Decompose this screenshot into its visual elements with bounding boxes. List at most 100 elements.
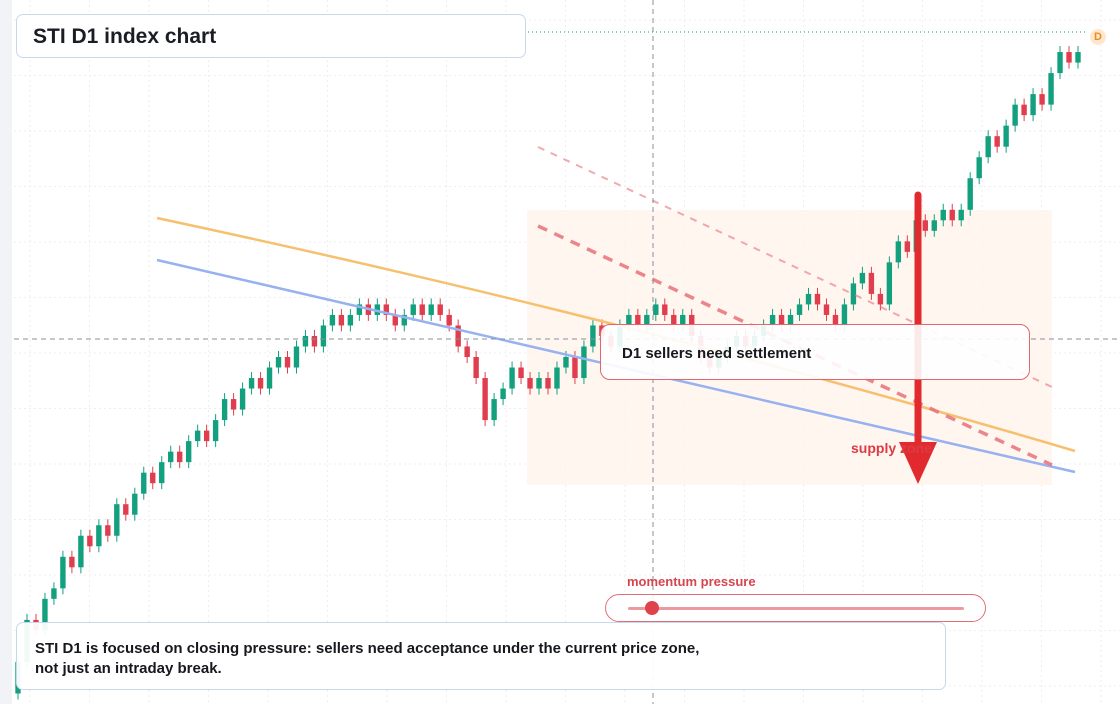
candle-up	[841, 304, 848, 326]
candle-up	[895, 241, 902, 263]
candle-up	[78, 535, 84, 568]
candle-up	[428, 304, 434, 315]
candle-up	[266, 367, 273, 389]
candle-down	[105, 525, 111, 536]
candle-down	[877, 293, 884, 305]
candle-down	[446, 314, 452, 326]
supply-zone-label: supply zone	[851, 440, 932, 456]
moving-average-slow-line	[156, 258, 1076, 474]
candle-up	[239, 388, 246, 410]
candle-down	[832, 314, 839, 326]
candle-down	[311, 335, 318, 347]
momentum-slider[interactable]	[605, 594, 986, 622]
slider-knob[interactable]	[644, 601, 659, 615]
candle-up	[410, 304, 416, 315]
candle-down	[203, 430, 210, 442]
callout-panel: D1 sellers need settlement	[600, 324, 1030, 380]
candle-down	[662, 304, 668, 315]
candle-up	[787, 314, 794, 326]
candle-down	[868, 272, 875, 294]
candle-up	[141, 472, 147, 494]
momentum-label: momentum pressure	[627, 574, 756, 589]
note-panel: STI D1 is focused on closing pressure: s…	[16, 622, 946, 690]
candle-up	[644, 314, 650, 326]
candle-up	[967, 178, 973, 210]
candle-down	[482, 378, 488, 421]
candle-up	[976, 157, 982, 179]
candle-up	[1057, 52, 1063, 74]
candle-up	[96, 525, 102, 547]
candle-down	[1066, 52, 1072, 63]
candle-up	[500, 388, 506, 400]
candle-down	[69, 556, 75, 568]
candle-down	[338, 314, 345, 326]
callout-text: D1 sellers need settlement	[622, 345, 812, 362]
candle-up	[958, 209, 964, 221]
candle-up	[221, 399, 228, 421]
note-line-1: STI D1 is focused on closing pressure: s…	[35, 640, 700, 657]
candle-down	[177, 451, 183, 463]
candle-up	[212, 420, 219, 442]
candle-up	[194, 430, 201, 442]
candle-up	[1012, 104, 1018, 126]
candle-down	[473, 357, 479, 379]
candle-down	[1039, 94, 1045, 105]
candle-down	[635, 314, 641, 326]
price-scale-strip	[0, 0, 12, 704]
candle-up	[42, 598, 48, 631]
candle-up	[931, 220, 937, 231]
candle-up	[159, 462, 165, 484]
upper-trendline	[537, 146, 1053, 388]
chart-title: STI D1 index chart	[33, 25, 217, 48]
candle-up	[805, 293, 812, 305]
candle-up	[293, 346, 300, 368]
candle-down	[383, 304, 389, 315]
candle-up	[769, 314, 776, 326]
candle-down	[994, 136, 1000, 147]
candle-down	[284, 357, 291, 368]
candle-down	[464, 346, 470, 357]
slider-track	[628, 607, 964, 610]
candle-up	[1048, 73, 1054, 105]
candle-up	[509, 367, 515, 389]
candle-down	[392, 314, 398, 326]
candle-up	[554, 367, 560, 389]
title-panel: STI D1 index chart	[16, 14, 526, 58]
candle-up	[132, 493, 138, 515]
candle-up	[168, 451, 174, 463]
candle-down	[1021, 104, 1027, 116]
candle-up	[491, 399, 497, 421]
candle-up	[302, 335, 309, 347]
candle-down	[527, 378, 533, 389]
candle-up	[850, 283, 857, 305]
timeframe-badge: D	[1090, 29, 1106, 45]
candle-down	[814, 293, 821, 305]
candle-up	[536, 378, 542, 389]
candle-up	[347, 314, 354, 326]
candle-up	[248, 378, 255, 389]
candle-down	[518, 367, 524, 379]
candle-up	[320, 325, 327, 347]
candle-up	[356, 304, 363, 315]
candle-down	[419, 304, 425, 315]
candle-up	[51, 588, 57, 599]
candle-up	[590, 325, 596, 347]
candle-down	[823, 304, 830, 315]
candle-down	[904, 241, 911, 252]
candle-up	[886, 262, 893, 305]
sell-arrow	[899, 191, 937, 484]
lower-trendline	[537, 224, 1053, 467]
candle-down	[150, 472, 156, 484]
candle-up	[60, 556, 66, 589]
candle-down	[257, 378, 264, 389]
candle-up	[985, 136, 991, 158]
candle-down	[123, 504, 129, 515]
candle-down	[545, 378, 551, 389]
candle-up	[653, 304, 659, 315]
candle-down	[87, 535, 93, 547]
candle-up	[1030, 94, 1036, 116]
note-line-2: not just an intraday break.	[35, 660, 222, 677]
candle-down	[671, 314, 677, 326]
candle-up	[329, 314, 336, 326]
candle-up	[626, 314, 632, 326]
